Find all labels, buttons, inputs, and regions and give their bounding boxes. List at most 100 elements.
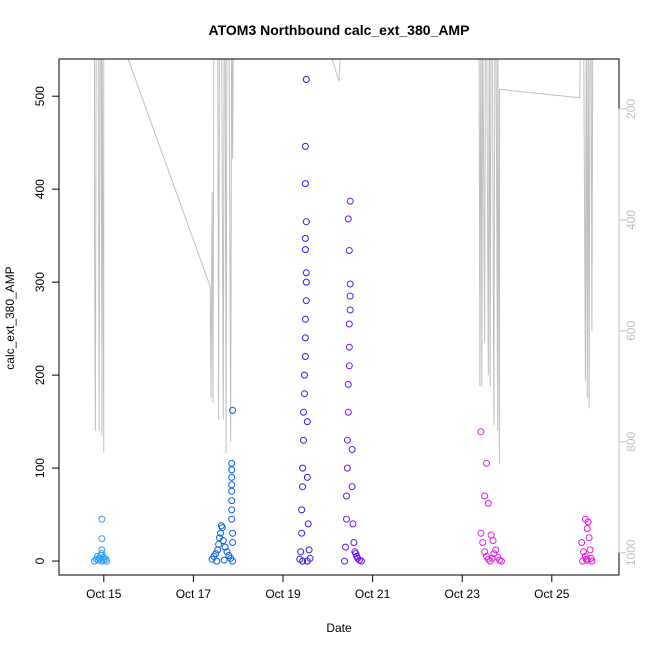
x-axis-label: Date: [326, 621, 352, 635]
data-point: [220, 556, 228, 564]
data-point: [351, 548, 359, 556]
data-point: [489, 537, 497, 545]
data-point: [490, 550, 498, 558]
data-point: [300, 408, 307, 416]
data-point: [343, 436, 351, 444]
y-axis-label: calc_ext_380_AMP: [3, 266, 17, 369]
data-point: [299, 464, 307, 472]
data-point: [301, 371, 308, 379]
data-point: [481, 492, 489, 500]
data-point: [219, 537, 227, 545]
series-1: [208, 406, 237, 565]
data-point: [579, 557, 587, 565]
data-point: [345, 343, 353, 351]
x-tick-label: Oct 19: [265, 587, 301, 601]
data-point: [303, 557, 311, 565]
data-point: [344, 380, 352, 388]
y-tick-label: 300: [33, 272, 47, 292]
data-point: [300, 436, 307, 444]
data-point: [344, 408, 352, 416]
y-tick-label: 500: [33, 86, 47, 106]
data-point: [346, 197, 354, 205]
data-point: [301, 353, 309, 360]
chart-title: ATOM3 Northbound calc_ext_380_AMP: [209, 22, 470, 38]
data-point: [95, 554, 103, 562]
data-point: [346, 292, 354, 300]
data-point: [301, 390, 308, 398]
data-point: [484, 499, 492, 507]
data-point: [584, 518, 592, 526]
series-4: [477, 428, 505, 565]
data-point: [229, 529, 237, 537]
series-0: [91, 515, 111, 565]
axes: Oct 15 Oct 17 Oct 19 Oct 21 Oct 23 Oct 25 0 100…: [33, 86, 638, 601]
data-point: [299, 483, 307, 491]
data-point: [349, 520, 357, 528]
x-tick-label: Oct 23: [445, 587, 481, 601]
data-point: [228, 497, 236, 505]
data-point: [98, 515, 106, 523]
data-point: [342, 543, 349, 551]
y-tick-label: 0: [33, 557, 47, 564]
data-point: [345, 320, 353, 328]
data-point: [348, 483, 356, 491]
data-point: [302, 218, 310, 226]
data-point: [301, 234, 309, 242]
data-point: [298, 506, 306, 514]
data-point: [212, 550, 220, 558]
data-point: [580, 548, 587, 556]
data-point: [229, 406, 237, 414]
data-point: [343, 464, 351, 472]
x-tick-label: Oct 21: [355, 587, 391, 601]
data-point: [348, 446, 356, 453]
data-point: [578, 539, 586, 546]
data-point: [228, 473, 236, 481]
data-point: [346, 280, 354, 288]
data-point: [298, 529, 306, 537]
data-point: [343, 515, 350, 523]
data-point: [477, 529, 485, 537]
data-point: [583, 525, 591, 532]
data-point: [302, 297, 310, 305]
data-point: [302, 278, 310, 286]
right-tick-label: 800: [624, 432, 638, 452]
data-point: [343, 492, 350, 500]
data-point: [299, 557, 307, 565]
right-tick-label: 400: [624, 210, 638, 230]
data-point: [297, 548, 305, 556]
data-point: [301, 180, 309, 188]
data-point: [303, 418, 311, 426]
data-point: [345, 362, 353, 370]
x-tick-label: Oct 25: [534, 587, 570, 601]
data-point: [344, 215, 352, 223]
right-tick-label: 600: [624, 321, 638, 341]
data-point: [228, 481, 236, 489]
series-3: [341, 197, 365, 565]
y-tick-label: 200: [33, 365, 47, 385]
data-point: [223, 548, 231, 556]
data-point: [301, 315, 309, 323]
right-tick-label: 200: [624, 99, 638, 119]
data-point: [301, 246, 309, 254]
data-point: [484, 555, 492, 563]
data-point: [228, 459, 236, 467]
data-point: [583, 556, 591, 564]
data-point: [301, 142, 309, 150]
data-point: [341, 557, 349, 565]
data-point: [350, 539, 358, 546]
plot-area: [91, 59, 596, 565]
overlay-line: [94, 59, 594, 465]
data-point: [98, 546, 106, 554]
y-tick-label: 400: [33, 179, 47, 199]
right-tick-label: 1000: [624, 539, 638, 566]
data-point: [477, 428, 485, 436]
data-point: [303, 473, 311, 481]
data-point: [229, 539, 237, 546]
data-point: [213, 557, 221, 565]
data-point: [305, 546, 313, 554]
data-point: [215, 540, 223, 548]
data-point: [492, 546, 500, 554]
data-point: [479, 539, 487, 546]
